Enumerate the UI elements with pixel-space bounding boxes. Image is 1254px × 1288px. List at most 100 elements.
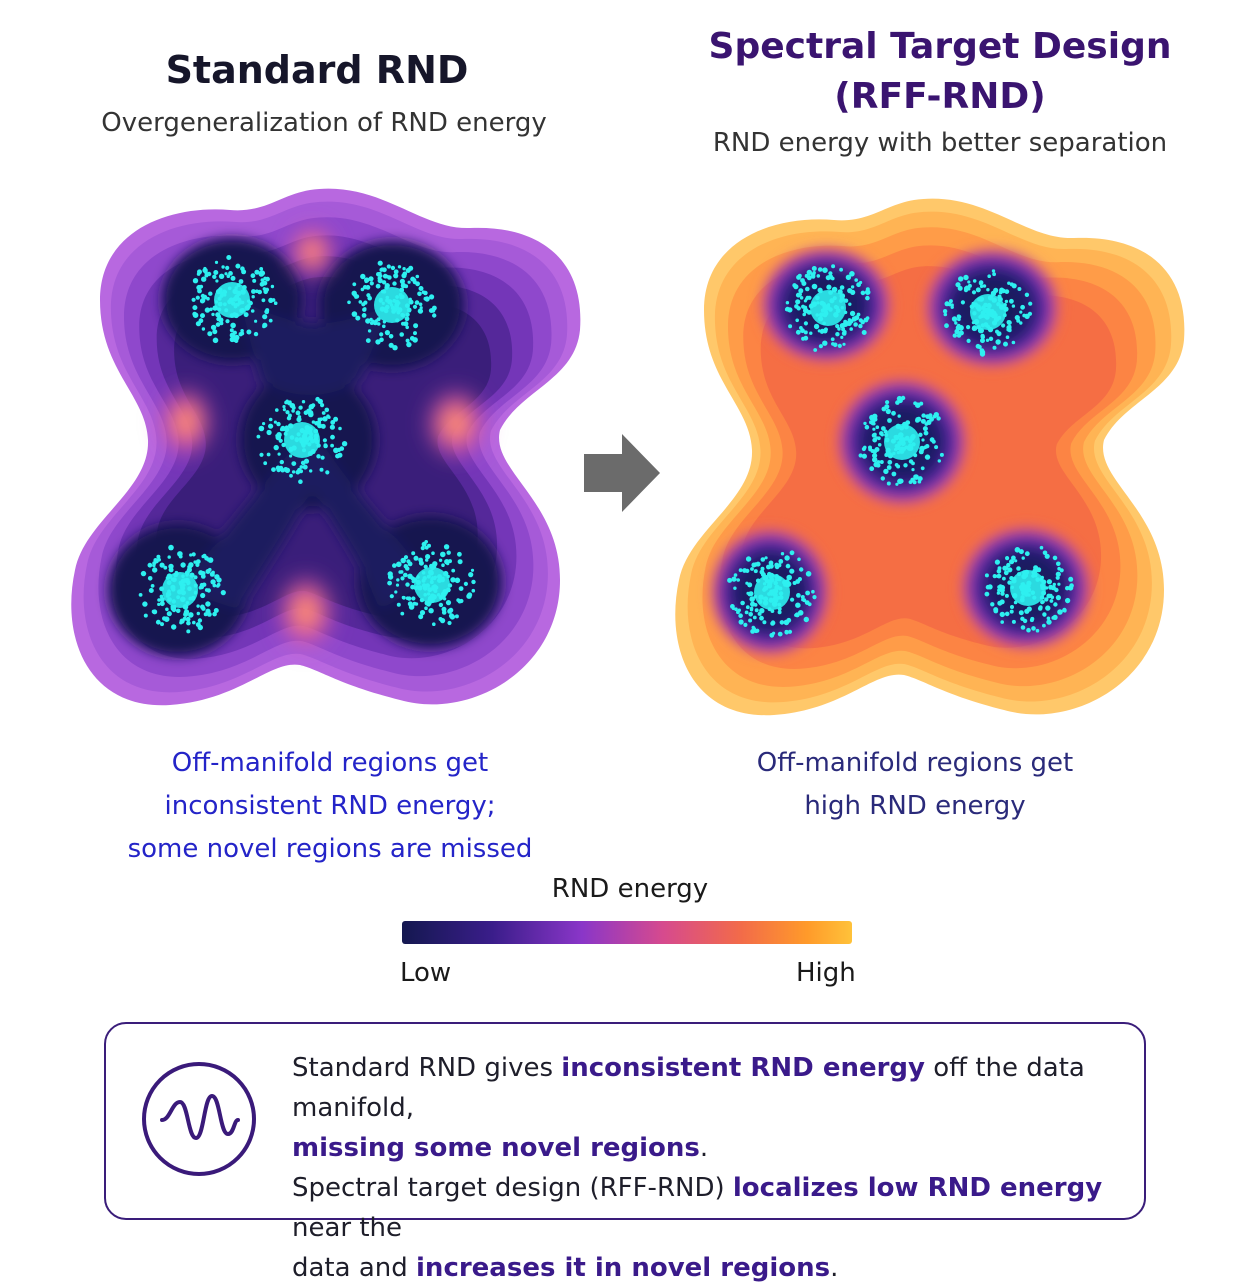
cluster-point xyxy=(212,305,218,311)
cluster-point xyxy=(363,300,368,305)
cluster-point xyxy=(232,288,238,295)
cluster-point xyxy=(392,345,398,351)
cluster-point xyxy=(966,325,971,330)
cluster-point xyxy=(861,453,867,459)
cluster-point xyxy=(822,321,826,326)
cluster-point xyxy=(446,550,451,555)
right-title-line-1: Spectral Target Design xyxy=(708,26,1172,67)
cluster-point xyxy=(186,580,191,585)
cluster-point xyxy=(400,294,405,299)
cluster-point xyxy=(207,612,212,617)
cluster-point xyxy=(408,299,414,305)
cluster-point xyxy=(223,293,227,297)
cluster-point xyxy=(987,326,994,333)
cluster-point xyxy=(1021,573,1027,580)
cluster-point xyxy=(822,340,828,346)
summary-segment: Spectral target design (RFF-RND) xyxy=(292,1173,733,1203)
cluster-point xyxy=(1004,299,1009,304)
data-cluster xyxy=(347,260,437,351)
cluster-point xyxy=(270,284,275,289)
cluster-point xyxy=(991,269,996,273)
cluster-point xyxy=(302,448,306,453)
cluster-point xyxy=(413,323,419,329)
cluster-point xyxy=(392,281,397,286)
cluster-point xyxy=(235,302,239,307)
cluster-point xyxy=(969,304,975,309)
summary-segment: data and xyxy=(292,1253,417,1283)
cluster-point xyxy=(1011,304,1016,308)
cluster-point xyxy=(219,321,224,326)
cluster-point xyxy=(758,599,763,604)
cluster-point xyxy=(321,411,326,415)
cluster-point xyxy=(740,600,745,606)
data-cluster xyxy=(387,540,476,626)
cluster-point xyxy=(799,326,803,330)
cluster-point xyxy=(788,324,793,329)
cluster-point xyxy=(835,308,841,314)
cluster-point xyxy=(777,606,782,611)
left-caption-line-1: Off-manifold regions get xyxy=(171,748,489,778)
cluster-point xyxy=(262,422,266,426)
cluster-point xyxy=(1017,287,1022,291)
cluster-point xyxy=(207,557,214,563)
cluster-point xyxy=(996,569,1002,574)
cluster-point xyxy=(967,283,972,288)
cluster-point xyxy=(227,299,233,305)
data-cluster xyxy=(984,545,1074,633)
cluster-point xyxy=(1007,567,1013,573)
cluster-point xyxy=(783,582,788,587)
cluster-point xyxy=(378,298,383,303)
cluster-point xyxy=(774,562,779,568)
cluster-point xyxy=(994,559,1000,565)
cluster-point xyxy=(266,430,271,434)
cluster-point xyxy=(1040,575,1044,580)
cluster-point xyxy=(197,269,202,275)
cluster-point xyxy=(879,460,884,464)
cluster-point xyxy=(1059,568,1064,573)
summary-box xyxy=(104,1022,1146,1220)
cluster-point xyxy=(1029,618,1034,623)
cluster-point xyxy=(238,279,244,284)
cluster-point xyxy=(1042,623,1046,628)
cluster-point xyxy=(241,269,247,275)
cluster-point xyxy=(840,306,844,310)
cluster-point xyxy=(442,597,447,601)
cluster-point xyxy=(426,574,431,579)
cluster-point xyxy=(313,433,319,439)
cluster-point xyxy=(956,323,961,328)
cluster-point xyxy=(447,583,453,588)
cluster-point xyxy=(1049,599,1054,603)
cluster-point xyxy=(1019,597,1025,603)
cluster-point xyxy=(891,471,897,477)
cluster-point xyxy=(284,467,291,473)
cluster-point xyxy=(263,461,268,466)
cluster-point xyxy=(1012,576,1017,581)
cluster-point xyxy=(1003,303,1007,307)
cluster-point xyxy=(1007,580,1012,585)
cluster-point xyxy=(185,573,189,577)
cluster-point xyxy=(1000,591,1005,596)
cluster-point xyxy=(864,424,870,430)
cluster-point xyxy=(273,301,278,306)
cluster-point xyxy=(440,577,445,583)
cluster-point xyxy=(860,320,865,325)
cluster-point xyxy=(861,330,867,335)
cluster-point xyxy=(818,316,824,322)
cluster-point xyxy=(936,416,941,421)
cluster-point xyxy=(842,342,846,346)
cluster-point xyxy=(906,445,912,451)
cluster-point xyxy=(441,610,447,615)
cluster-point xyxy=(432,305,437,311)
cluster-point xyxy=(220,590,226,596)
cluster-point xyxy=(991,297,997,303)
cluster-point xyxy=(333,416,339,422)
cluster-point xyxy=(872,449,878,454)
cluster-point xyxy=(911,468,915,472)
cluster-point xyxy=(263,276,267,281)
cluster-point xyxy=(980,323,985,328)
cluster-point xyxy=(311,403,316,408)
cluster-point xyxy=(268,297,274,303)
cluster-point xyxy=(352,282,357,287)
cluster-point xyxy=(850,285,855,289)
cluster-point xyxy=(405,325,410,330)
